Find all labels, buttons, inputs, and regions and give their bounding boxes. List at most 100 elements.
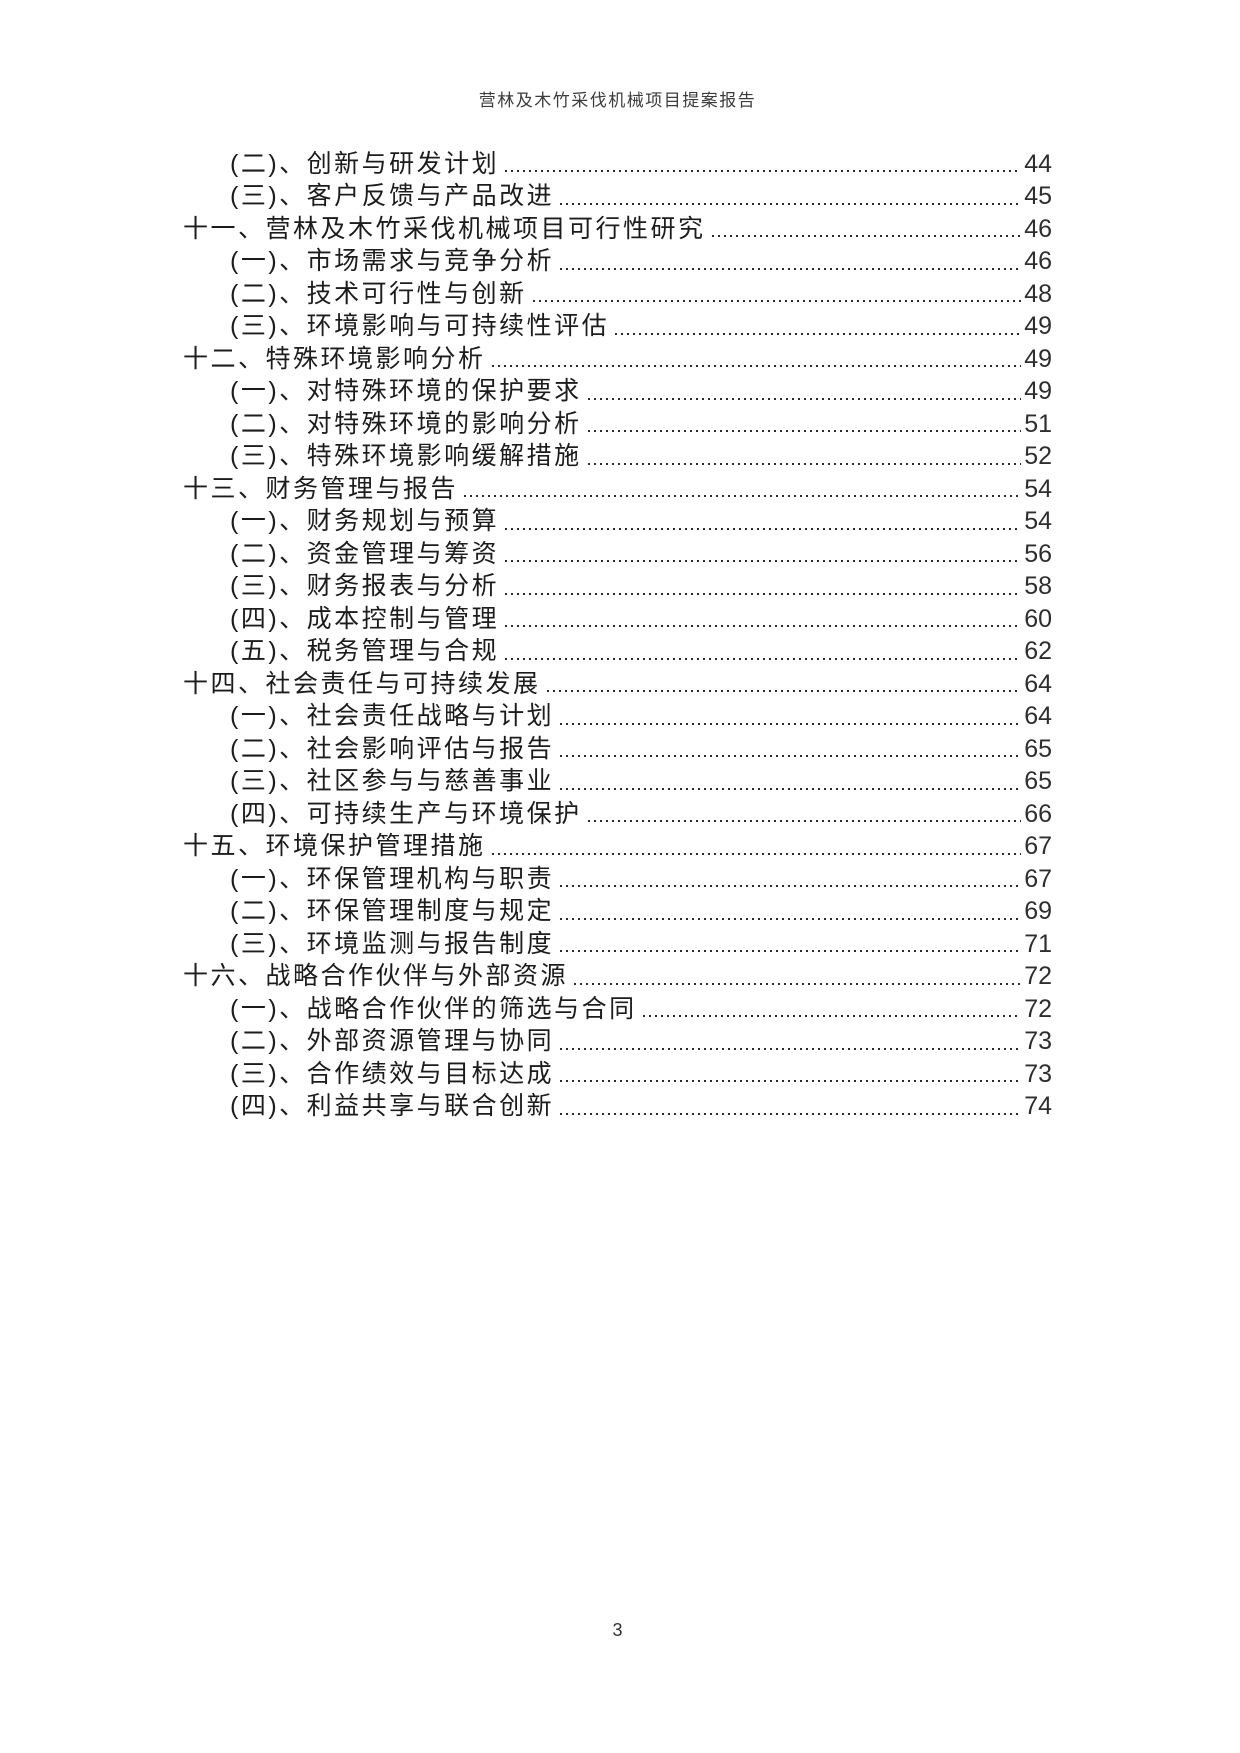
toc-entry[interactable]: (一)、环保管理机构与职责 67 — [183, 862, 1052, 895]
dot-leader — [587, 376, 1022, 407]
toc-entry[interactable]: (三)、社区参与与慈善事业 65 — [183, 765, 1052, 797]
dot-leader — [491, 831, 1022, 862]
footer-page-number: 3 — [612, 1620, 623, 1640]
dot-leader — [587, 441, 1022, 472]
toc-entry-page: 66 — [1024, 799, 1052, 828]
toc-entry-page: 52 — [1024, 442, 1052, 470]
toc-entry-label: (三)、环境影响与可持续性评估 — [230, 312, 610, 340]
toc-entry-page: 72 — [1024, 994, 1052, 1023]
toc-entry-label: (二)、创新与研发计划 — [230, 149, 500, 178]
toc-entry[interactable]: (一)、对特殊环境的保护要求 49 — [183, 375, 1052, 407]
toc-entry[interactable]: (二)、对特殊环境的影响分析 51 — [183, 407, 1052, 440]
dot-leader — [560, 896, 1022, 927]
toc-entry-page: 72 — [1024, 962, 1052, 990]
toc-entry[interactable]: 十一、营林及木竹采伐机械项目可行性研究 46 — [183, 212, 1052, 245]
toc-entry-label: (二)、对特殊环境的影响分析 — [230, 409, 582, 438]
toc-entry[interactable]: (四)、可持续生产与环境保护 66 — [183, 797, 1052, 830]
toc-entry-label: (三)、客户反馈与产品改进 — [230, 182, 555, 210]
toc-entry-page: 46 — [1024, 214, 1052, 243]
dot-leader — [505, 506, 1022, 537]
toc-entry-page: 67 — [1024, 864, 1052, 893]
toc-entry[interactable]: (三)、客户反馈与产品改进 45 — [183, 180, 1052, 212]
dot-leader — [642, 993, 1022, 1025]
toc-entry-page: 65 — [1024, 734, 1052, 763]
dot-leader — [546, 668, 1022, 700]
toc-entry-label: (五)、税务管理与合规 — [230, 637, 500, 665]
toc-entry-page: 60 — [1024, 604, 1052, 633]
dot-leader — [560, 246, 1022, 277]
toc-entry[interactable]: (二)、社会影响评估与报告 65 — [183, 732, 1052, 765]
toc-entry[interactable]: (一)、社会责任战略与计划 64 — [183, 700, 1052, 732]
toc-entry[interactable]: (三)、合作绩效与目标达成 73 — [183, 1057, 1052, 1090]
toc-entry-page: 56 — [1024, 539, 1052, 568]
toc-entry[interactable]: (二)、资金管理与筹资 56 — [183, 537, 1052, 570]
toc-entry[interactable]: (四)、成本控制与管理 60 — [183, 602, 1052, 635]
page-footer: 3 — [183, 1616, 1052, 1644]
dot-leader — [711, 213, 1022, 245]
toc-entry-label: 十一、营林及木竹采伐机械项目可行性研究 — [183, 214, 706, 243]
toc-entry[interactable]: (二)、环保管理制度与规定 69 — [183, 895, 1052, 927]
toc-entry[interactable]: 十六、战略合作伙伴与外部资源 72 — [183, 960, 1052, 992]
toc-entry-label: (二)、社会影响评估与报告 — [230, 734, 555, 763]
toc-entry-page: 64 — [1024, 669, 1052, 698]
dot-leader — [505, 603, 1022, 635]
toc-list: (二)、创新与研发计划 44 (三)、客户反馈与产品改进 45 十一、营林及木竹采伐机械… — [183, 147, 1052, 1122]
toc-entry[interactable]: 十四、社会责任与可持续发展 64 — [183, 667, 1052, 700]
dot-leader — [574, 961, 1022, 992]
toc-entry-label: 十五、环境保护管理措施 — [183, 832, 486, 860]
dot-leader — [560, 863, 1022, 895]
dot-leader — [560, 701, 1022, 732]
toc-entry-label: (二)、外部资源管理与协同 — [230, 1027, 555, 1055]
toc-entry-page: 49 — [1024, 344, 1052, 373]
toc-entry[interactable]: (三)、环境监测与报告制度 71 — [183, 927, 1052, 960]
dot-leader — [615, 311, 1022, 342]
dot-leader — [560, 1058, 1022, 1090]
toc-entry-page: 46 — [1024, 247, 1052, 275]
toc-entry-label: (三)、财务报表与分析 — [230, 572, 500, 600]
toc-entry-label: (四)、可持续生产与环境保护 — [230, 799, 582, 828]
toc-entry-page: 49 — [1024, 312, 1052, 340]
dot-leader — [464, 473, 1022, 505]
toc-entry[interactable]: (三)、特殊环境影响缓解措施 52 — [183, 440, 1052, 472]
toc-entry-label: 十二、特殊环境影响分析 — [183, 344, 486, 373]
toc-entry-page: 54 — [1024, 474, 1052, 503]
toc-entry[interactable]: (五)、税务管理与合规 62 — [183, 635, 1052, 667]
dot-leader — [587, 408, 1022, 440]
toc-entry-page: 54 — [1024, 507, 1052, 535]
toc-entry-page: 58 — [1024, 572, 1052, 600]
toc-entry[interactable]: 十三、财务管理与报告 54 — [183, 472, 1052, 505]
toc-entry-label: (一)、市场需求与竞争分析 — [230, 247, 555, 275]
toc-entry[interactable]: (三)、财务报表与分析 58 — [183, 570, 1052, 602]
toc-entry-page: 45 — [1024, 182, 1052, 210]
toc-entry[interactable]: (三)、环境影响与可持续性评估 49 — [183, 310, 1052, 342]
toc-entry-page: 71 — [1024, 929, 1052, 958]
dot-leader — [560, 928, 1022, 960]
toc-entry-label: (二)、技术可行性与创新 — [230, 279, 527, 308]
toc-entry-label: (三)、特殊环境影响缓解措施 — [230, 442, 582, 470]
toc-entry-page: 73 — [1024, 1027, 1052, 1055]
toc-entry-page: 64 — [1024, 702, 1052, 730]
toc-entry[interactable]: 十二、特殊环境影响分析 49 — [183, 342, 1052, 375]
toc-entry[interactable]: (一)、市场需求与竞争分析 46 — [183, 245, 1052, 277]
toc-entry-page: 51 — [1024, 409, 1052, 438]
toc-entry[interactable]: (二)、技术可行性与创新 48 — [183, 277, 1052, 310]
toc-entry-label: (一)、战略合作伙伴的筛选与合同 — [230, 994, 637, 1023]
dot-leader — [505, 636, 1022, 667]
toc-entry[interactable]: (四)、利益共享与联合创新 74 — [183, 1090, 1052, 1122]
toc-entry[interactable]: (一)、战略合作伙伴的筛选与合同 72 — [183, 992, 1052, 1025]
toc-entry-label: (三)、合作绩效与目标达成 — [230, 1059, 555, 1088]
toc-entry[interactable]: (一)、财务规划与预算 54 — [183, 505, 1052, 537]
toc-entry-label: (二)、环保管理制度与规定 — [230, 897, 555, 925]
toc-entry-label: 十六、战略合作伙伴与外部资源 — [183, 962, 569, 990]
toc-entry[interactable]: (二)、外部资源管理与协同 73 — [183, 1025, 1052, 1057]
toc-entry-page: 49 — [1024, 377, 1052, 405]
toc-entry-label: (二)、资金管理与筹资 — [230, 539, 500, 568]
toc-entry[interactable]: 十五、环境保护管理措施 67 — [183, 830, 1052, 862]
toc-entry[interactable]: (二)、创新与研发计划 44 — [183, 147, 1052, 180]
toc-entry-page: 65 — [1024, 767, 1052, 795]
dot-leader — [560, 1091, 1022, 1122]
toc-entry-page: 74 — [1024, 1092, 1052, 1120]
toc-entry-label: (一)、对特殊环境的保护要求 — [230, 377, 582, 405]
toc-entry-page: 69 — [1024, 897, 1052, 925]
